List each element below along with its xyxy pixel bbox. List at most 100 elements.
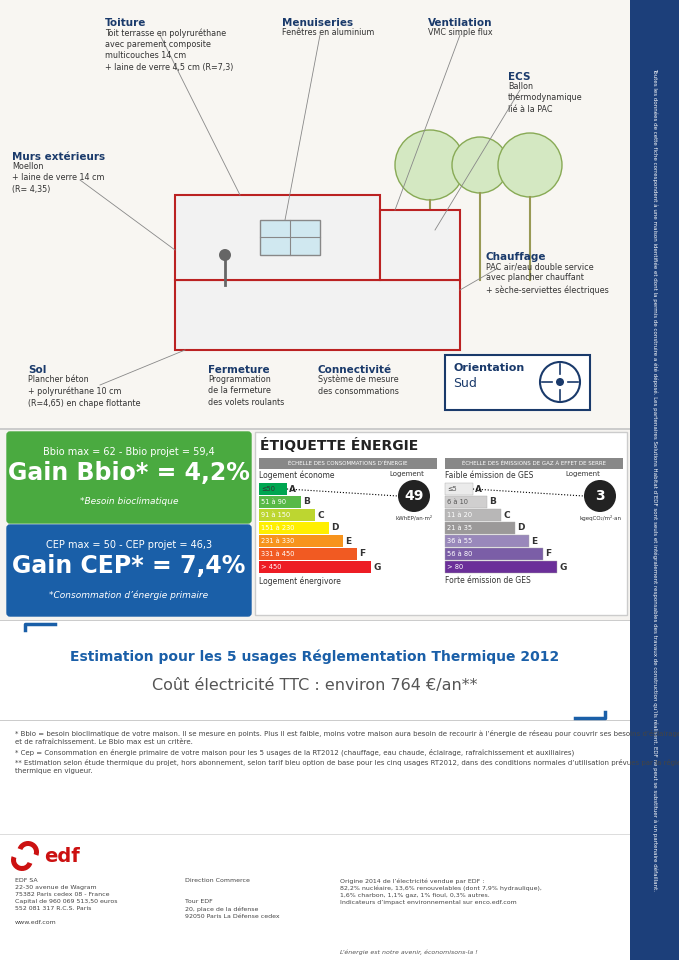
Text: edf: edf: [44, 848, 79, 867]
Text: kgeqCO₂/m²·an: kgeqCO₂/m²·an: [579, 515, 621, 521]
Wedge shape: [11, 856, 33, 871]
Text: Coût électricité TTC : environ 764 €/an**: Coût électricité TTC : environ 764 €/an*…: [152, 678, 478, 693]
Bar: [380, 210, 460, 280]
Bar: [259, 535, 343, 547]
Text: Fermeture: Fermeture: [208, 365, 270, 375]
Text: Logement énergivore: Logement énergivore: [259, 576, 341, 586]
Bar: [0, 836, 630, 960]
Circle shape: [398, 480, 430, 512]
Text: Système de mesure
des consommations: Système de mesure des consommations: [318, 375, 399, 396]
Wedge shape: [18, 841, 39, 855]
Text: Toit terrasse en polyruréthane
avec parement composite
multicouches 14 cm
+ lain: Toit terrasse en polyruréthane avec pare…: [105, 28, 234, 72]
Bar: [445, 535, 529, 547]
Text: EDF SA
22-30 avenue de Wagram
75382 Paris cedex 08 - France
Capital de 960 069 5: EDF SA 22-30 avenue de Wagram 75382 Pari…: [15, 878, 117, 925]
Bar: [259, 509, 315, 521]
Bar: [445, 355, 590, 410]
Text: F: F: [359, 549, 365, 559]
Bar: [0, 430, 630, 620]
Text: F: F: [545, 549, 551, 559]
Text: Moellon
+ laine de verre 14 cm
(R= 4,35): Moellon + laine de verre 14 cm (R= 4,35): [12, 162, 105, 194]
Bar: [445, 509, 501, 521]
Bar: [445, 548, 543, 560]
Text: 6 à 10: 6 à 10: [447, 499, 468, 505]
Text: 49: 49: [404, 489, 424, 503]
Text: E: E: [531, 537, 537, 545]
Text: Fenêtres en aluminium: Fenêtres en aluminium: [282, 28, 374, 37]
Text: Murs extérieurs: Murs extérieurs: [12, 152, 105, 162]
Bar: [0, 722, 630, 834]
Text: Plancher béton
+ polyruréthane 10 cm
(R=4,65) en chape flottante: Plancher béton + polyruréthane 10 cm (R=…: [28, 375, 141, 408]
Bar: [445, 458, 623, 469]
Bar: [259, 548, 357, 560]
Text: L’énergie est notre avenir, économisons-la !: L’énergie est notre avenir, économisons-…: [340, 949, 478, 955]
Text: PAC air/eau double service
avec plancher chauffant
+ sèche-serviettes électrique: PAC air/eau double service avec plancher…: [486, 262, 609, 295]
Text: *Besoin bioclimatique: *Besoin bioclimatique: [79, 497, 179, 506]
Text: E: E: [345, 537, 351, 545]
Text: D: D: [517, 523, 524, 533]
Bar: [445, 522, 515, 534]
FancyBboxPatch shape: [7, 432, 251, 523]
Text: VMC simple flux: VMC simple flux: [428, 28, 493, 37]
Circle shape: [584, 480, 616, 512]
Bar: [0, 0, 630, 428]
Text: > 80: > 80: [447, 564, 463, 570]
Bar: [445, 496, 487, 508]
Text: 11 à 20: 11 à 20: [447, 512, 472, 518]
Text: C: C: [503, 511, 510, 519]
Bar: [0, 428, 630, 430]
Text: Programmation
de la fermeture
des volets roulants: Programmation de la fermeture des volets…: [208, 375, 285, 407]
Text: kWhEP/an·m²: kWhEP/an·m²: [395, 515, 433, 520]
Text: Ventilation: Ventilation: [428, 18, 492, 28]
Bar: [259, 496, 301, 508]
Bar: [255, 432, 627, 615]
Bar: [175, 280, 460, 350]
Text: 3: 3: [595, 489, 605, 503]
Text: Origine 2014 de l’électricité vendue par EDF :
82,2% nucléaire, 13,6% renouvelab: Origine 2014 de l’électricité vendue par…: [340, 878, 542, 905]
Bar: [445, 561, 557, 573]
Text: ≤5: ≤5: [447, 486, 457, 492]
Text: Direction Commerce


Tour EDF
20, place de la défense
92050 Paris La Défense ced: Direction Commerce Tour EDF 20, place de…: [185, 878, 280, 919]
Text: Toiture: Toiture: [105, 18, 147, 28]
Text: ≤50: ≤50: [261, 486, 275, 492]
Text: Connectivité: Connectivité: [318, 365, 392, 375]
Text: 91 à 150: 91 à 150: [261, 512, 290, 518]
Text: ÉCHELLE DES ÉMISSIONS DE GAZ À EFFET DE SERRE: ÉCHELLE DES ÉMISSIONS DE GAZ À EFFET DE …: [462, 461, 606, 466]
Text: D: D: [331, 523, 339, 533]
Text: Logement économe: Logement économe: [259, 471, 335, 481]
Text: Logement: Logement: [389, 471, 424, 477]
Text: Gain Bbio* = 4,2%: Gain Bbio* = 4,2%: [8, 461, 250, 485]
FancyBboxPatch shape: [7, 525, 251, 616]
Bar: [259, 458, 437, 469]
Text: B: B: [489, 497, 496, 507]
Text: 331 à 450: 331 à 450: [261, 551, 295, 557]
Bar: [0, 834, 630, 835]
Text: 36 à 55: 36 à 55: [447, 538, 473, 544]
Text: B: B: [303, 497, 310, 507]
Text: Orientation: Orientation: [453, 363, 524, 373]
Circle shape: [498, 133, 562, 197]
Text: A: A: [475, 485, 482, 493]
Bar: [259, 522, 329, 534]
Circle shape: [556, 378, 564, 386]
Text: CEP max = 50 - CEP projet = 46,3: CEP max = 50 - CEP projet = 46,3: [46, 540, 212, 550]
Text: Bbio max = 62 - Bbio projet = 59,4: Bbio max = 62 - Bbio projet = 59,4: [43, 447, 215, 457]
Text: * Bbio = besoin bioclimatique de votre maison. Il se mesure en points. Plus il e: * Bbio = besoin bioclimatique de votre m…: [15, 730, 679, 775]
Text: Menuiseries: Menuiseries: [282, 18, 353, 28]
Text: 21 à 35: 21 à 35: [447, 525, 472, 531]
Text: ÉCHELLE DES CONSOMMATIONS D’ÉNERGIE: ÉCHELLE DES CONSOMMATIONS D’ÉNERGIE: [289, 461, 408, 466]
Text: Estimation pour les 5 usages Réglementation Thermique 2012: Estimation pour les 5 usages Réglementat…: [71, 649, 559, 663]
Bar: [175, 195, 380, 280]
Text: Gain CEP* = 7,4%: Gain CEP* = 7,4%: [12, 554, 246, 578]
Circle shape: [395, 130, 465, 200]
Text: ECS: ECS: [508, 72, 530, 82]
Bar: [0, 720, 630, 721]
Text: > 450: > 450: [261, 564, 282, 570]
Text: Ballon
thermodynamique
lié à la PAC: Ballon thermodynamique lié à la PAC: [508, 82, 583, 114]
Text: 51 à 90: 51 à 90: [261, 499, 286, 505]
Text: 151 à 230: 151 à 230: [261, 525, 295, 531]
Text: Logement: Logement: [565, 471, 600, 477]
Text: Toutes les données de cette fiche correspondent à une maison identifiée et dont : Toutes les données de cette fiche corres…: [652, 68, 657, 892]
Bar: [259, 483, 287, 495]
Bar: [260, 220, 320, 255]
Circle shape: [452, 137, 508, 193]
